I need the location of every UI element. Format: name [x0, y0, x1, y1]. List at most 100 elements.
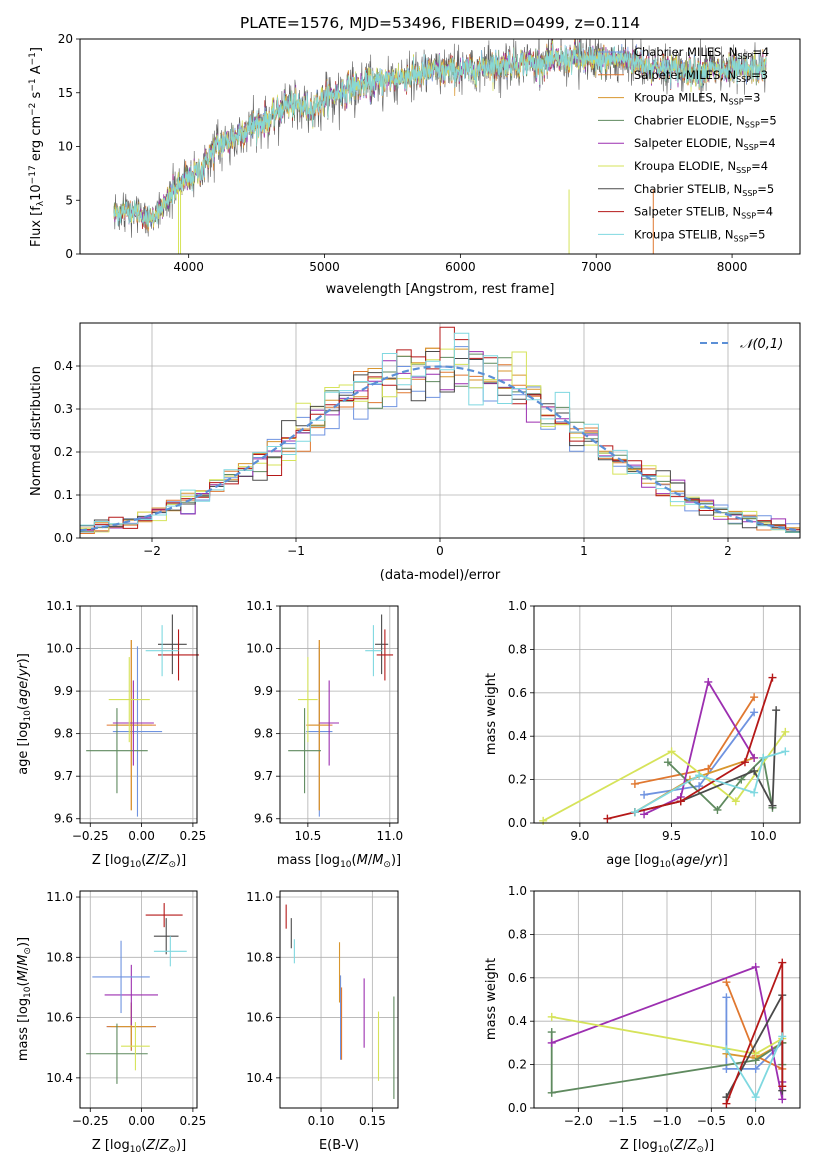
x-tick-label: 5000 [309, 260, 340, 274]
error-bar-point [92, 940, 150, 1014]
mass-vs-ebv-ticks: 0.10 0.15 10.4 10.6 10.8 11.0 [246, 890, 385, 1128]
error-bar-point [110, 640, 152, 811]
error-bar-point [153, 936, 187, 967]
y-tick-label: 10.4 [246, 1071, 273, 1085]
legend-label-name: Chabrier MILES, N [634, 45, 737, 59]
legend-label-count: =3 [751, 68, 768, 82]
y-tick-label: 0.0 [508, 1101, 527, 1115]
error-bar-point [375, 614, 389, 675]
x-tick-label: −0.25 [72, 829, 109, 843]
spectrum-plot-area [113, 39, 767, 254]
y-tick-label: 10.1 [246, 599, 273, 613]
legend-label-name: Kroupa STELIB, N [634, 227, 734, 241]
y-tick-label: 10.6 [246, 1011, 273, 1025]
weight-marker [722, 1064, 731, 1073]
x-tick-label: 0.00 [128, 1114, 155, 1128]
spectrum-line-8 [113, 41, 767, 227]
y-tick-label: 0.1 [54, 488, 73, 502]
weight-marker [603, 814, 612, 823]
age-vs-z-grid [80, 605, 197, 823]
panel-mass-vs-z: −0.25 0.00 0.25 10.4 10.6 10.8 11.0 Z [log10(Z… [16, 890, 206, 1155]
y-tick-label: 1.0 [508, 884, 527, 898]
weight-marker [547, 1038, 556, 1047]
weight-vs-age-plot-area [539, 673, 790, 825]
weight-vs-z-plot-area [547, 958, 787, 1108]
mass-vs-ebv-frame [279, 890, 399, 1109]
weight-marker [751, 1093, 760, 1102]
mass-vs-z-y-label: mass [log10(M/M⊙)] [16, 937, 33, 1061]
legend-label-count: =3 [744, 91, 761, 105]
y-tick-label: 15 [58, 86, 73, 100]
residuals-ticks: −2 −1 0 1 2 0.0 0.1 0.2 0.3 0.4 [54, 359, 732, 558]
spectrum-lines [113, 39, 767, 254]
weight-marker [630, 808, 639, 817]
residuals-plot-area [80, 326, 800, 537]
y-tick-label: 0.3 [54, 402, 73, 416]
weight-marker [778, 1082, 787, 1091]
y-tick-label: 10.8 [46, 950, 73, 964]
legend-label-sub: SSP [745, 120, 760, 129]
y-tick-label: 0.2 [508, 773, 527, 787]
weight-marker [750, 766, 759, 775]
error-bar-point [376, 629, 394, 681]
legend-label: Salpeter STELIB, NSSP=4 [634, 205, 773, 221]
y-tick-label: 0 [65, 247, 73, 261]
weight-marker [676, 797, 685, 806]
x-tick-label: 0.00 [128, 829, 155, 843]
y-tick-label: 9.8 [54, 727, 73, 741]
error-bar-point [158, 629, 200, 681]
weight-marker [750, 753, 759, 762]
y-tick-label: 0.4 [508, 1014, 527, 1028]
weight-marker [768, 801, 777, 810]
error-bar-point [365, 625, 382, 677]
y-tick-label: 20 [58, 32, 73, 46]
weight-vs-z-y-label: mass weight [484, 958, 499, 1040]
y-tick-label: 10.4 [46, 1071, 73, 1085]
legend-label-count: =4 [751, 159, 768, 173]
legend-label-name: Salpeter ELODIE, N [634, 136, 744, 150]
y-tick-label: 10.0 [46, 642, 73, 656]
y-tick-label: 9.6 [254, 812, 273, 826]
age-vs-mass-ticks: 10.5 11.0 9.6 9.7 9.8 9.9 10.0 10.1 [246, 599, 403, 843]
panel-age-vs-z: −0.25 0.00 0.25 9.6 9.7 9.8 9.9 10.0 10.1 Z [log… [16, 599, 206, 870]
weight-marker [695, 771, 704, 780]
weight-marker [722, 993, 731, 1002]
panel-age-vs-mass: 10.5 11.0 9.6 9.7 9.8 9.9 10.0 10.1 mass [log10… [246, 599, 403, 870]
age-vs-mass-frame [279, 605, 399, 824]
legend-label-name: Kroupa MILES, N [634, 91, 729, 105]
error-bar-point [145, 903, 183, 928]
x-tick-label: −0.5 [697, 1114, 726, 1128]
weight-marker [778, 1032, 787, 1041]
legend-label-sub: SSP [742, 189, 757, 198]
y-tick-label: 11.0 [246, 890, 273, 904]
error-bar-point [112, 646, 163, 817]
weight-marker [750, 693, 759, 702]
legend-label: Chabrier MILES, NSSP=4 [634, 45, 769, 61]
age-vs-mass-grid [280, 605, 398, 823]
error-bar-point [108, 657, 150, 743]
weight-marker [751, 1049, 760, 1058]
error-bar-point [104, 964, 158, 1026]
error-bar-point [86, 708, 148, 794]
x-tick-label: −1 [287, 544, 305, 558]
panel-residuals: −2 −1 0 1 2 0.0 0.1 0.2 0.3 0.4 𝒩(0,1) (data-mode… [29, 322, 801, 583]
legend-label-name: Chabrier ELODIE, N [634, 113, 745, 127]
figure-title: PLATE=1576, MJD=53496, FIBERID=0499, z=0… [240, 14, 640, 32]
x-tick-label: 0.15 [359, 1114, 386, 1128]
legend-label: Salpeter MILES, NSSP=3 [634, 68, 768, 84]
mass-vs-z-frame [79, 890, 198, 1109]
x-tick-label: 11.0 [376, 829, 403, 843]
legend-label-count: =4 [752, 45, 769, 59]
weight-marker [740, 758, 749, 767]
error-bar-point [309, 640, 330, 811]
y-tick-label: 0.8 [508, 642, 527, 656]
panel-spectrum: 4000 5000 6000 7000 8000 0 5 10 15 20 Chabrier MI… [28, 32, 801, 297]
weight-vs-age-x-label: age [log10(age/yr)] [606, 853, 728, 870]
weight-marker [731, 797, 740, 806]
age-vs-mass-x-label: mass [log10(M/M⊙)] [277, 853, 401, 870]
y-tick-label: 9.7 [54, 769, 73, 783]
y-tick-label: 0.2 [508, 1058, 527, 1072]
weight-marker [751, 962, 760, 971]
